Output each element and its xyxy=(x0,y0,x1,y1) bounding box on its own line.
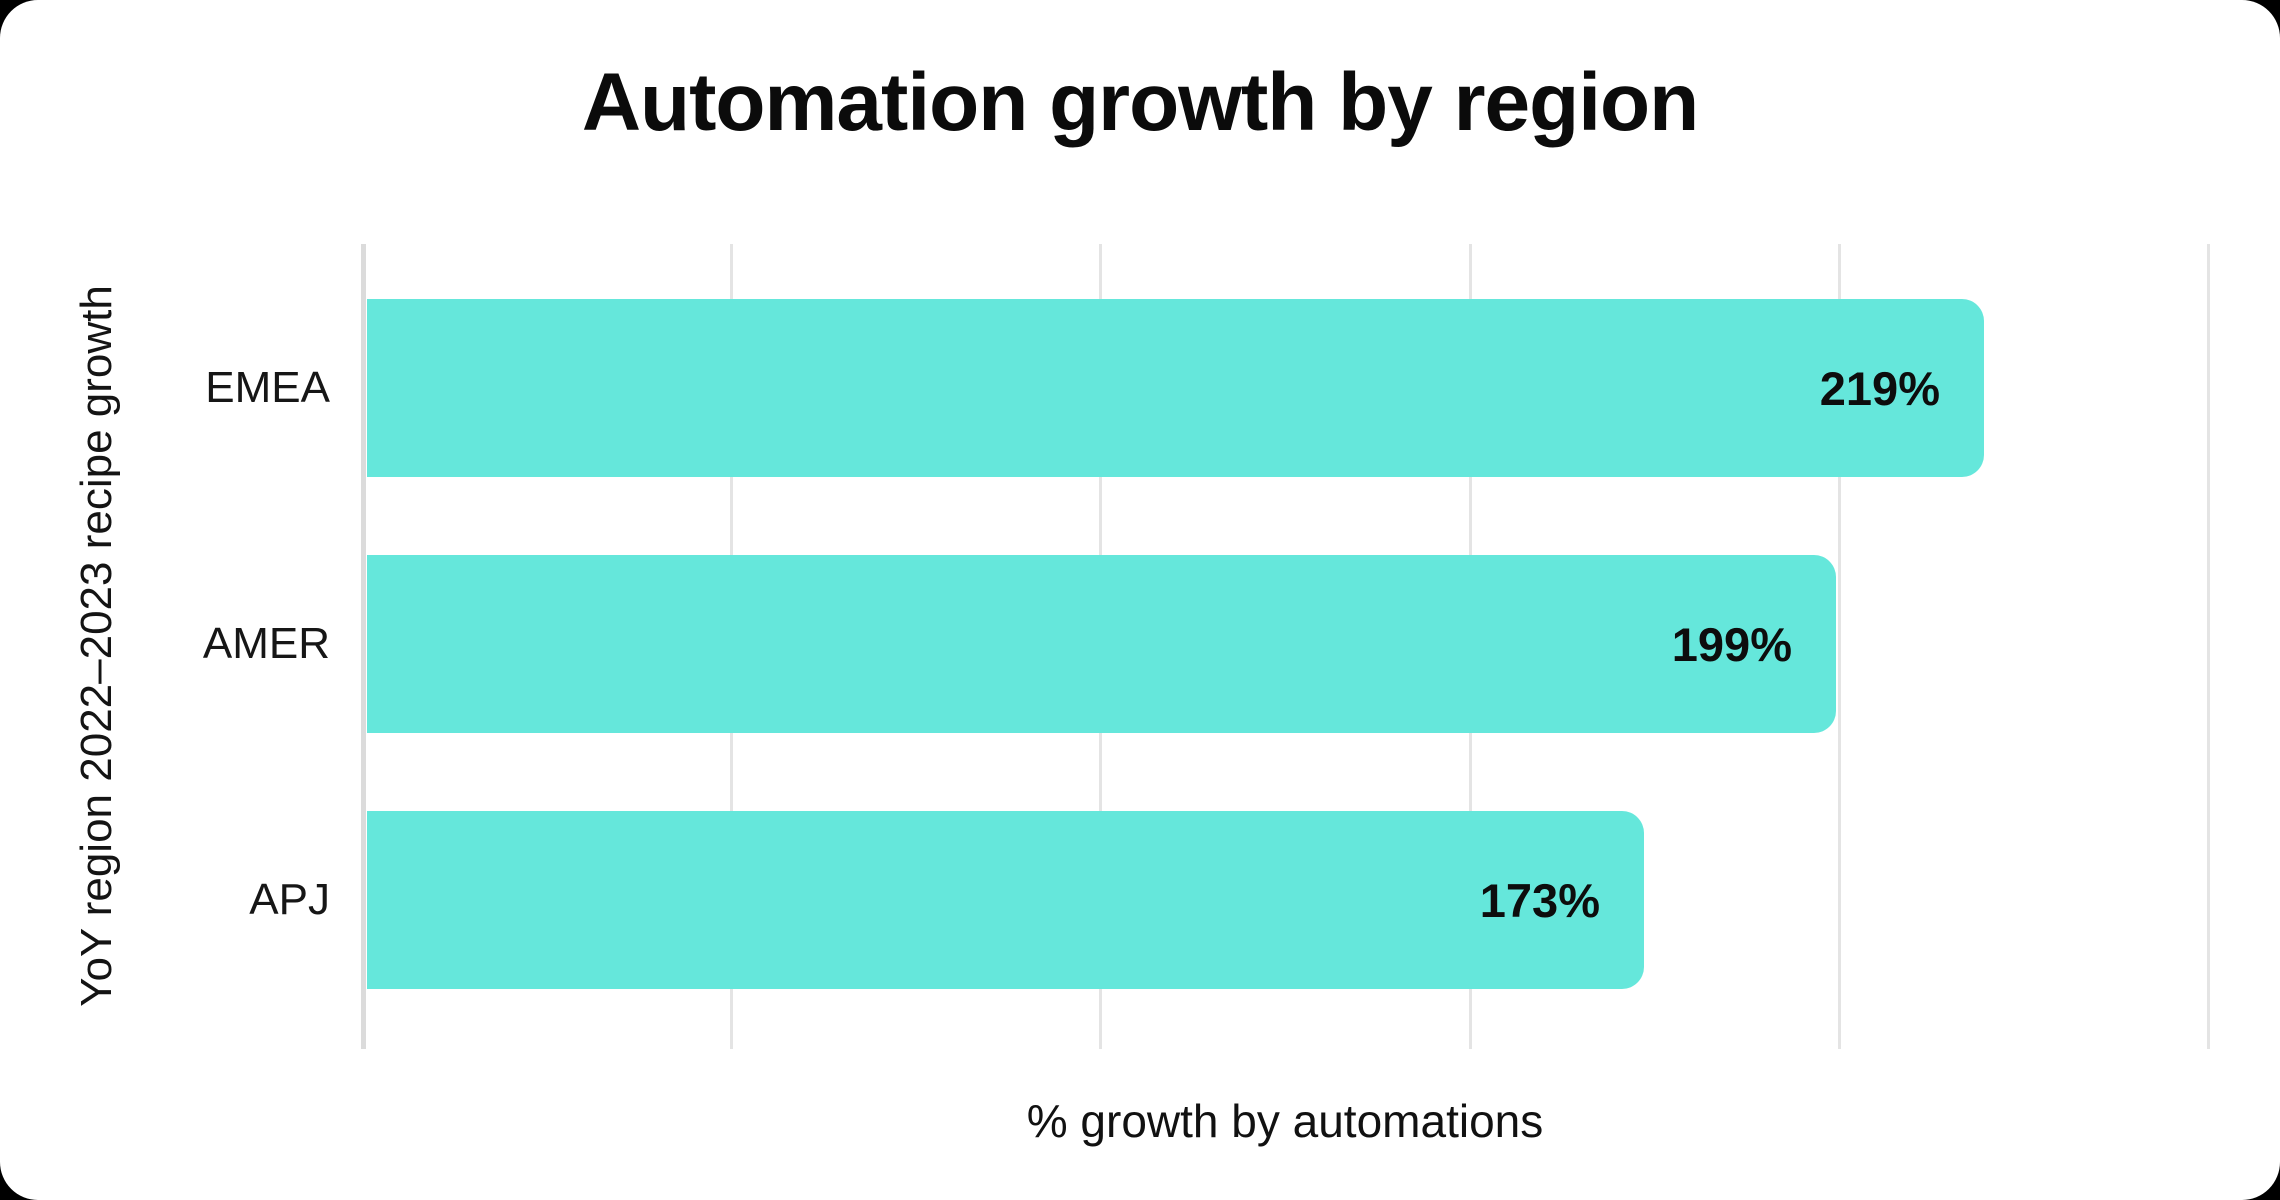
bar-emea: 219% xyxy=(367,299,1984,477)
gridline xyxy=(1838,244,1841,1049)
bar-value-label: 173% xyxy=(1479,873,1600,927)
bar-value-label: 199% xyxy=(1671,617,1792,671)
chart-title: Automation growth by region xyxy=(581,57,1699,148)
gridline xyxy=(2207,244,2210,1049)
bar-amer: 199% xyxy=(367,555,1836,733)
y-axis-line xyxy=(361,244,366,1049)
bar-value-label: 219% xyxy=(1819,361,1940,415)
bar-apj: 173% xyxy=(367,811,1644,989)
category-label-amer: AMER xyxy=(202,619,330,668)
plot-area: 219% 199% 173% xyxy=(361,244,2210,1049)
category-label-apj: APJ xyxy=(249,875,330,924)
x-axis-label: % growth by automations xyxy=(1026,1095,1544,1147)
category-label-emea: EMEA xyxy=(205,363,330,412)
